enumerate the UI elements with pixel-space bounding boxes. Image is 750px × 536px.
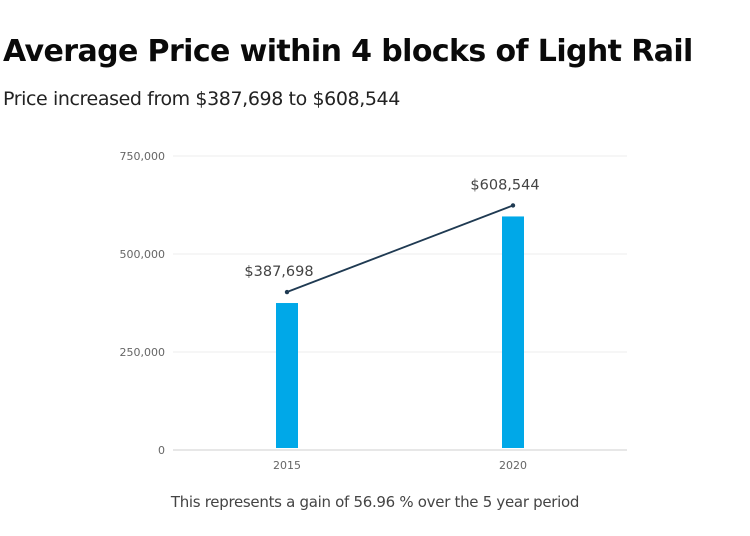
x-tick-label: 2020	[499, 459, 527, 472]
chart-caption: This represents a gain of 56.96 % over t…	[170, 493, 580, 511]
data-labels: $387,698 $608,544	[244, 177, 539, 280]
chart-title: Average Price within 4 blocks of Light R…	[3, 34, 693, 69]
gridlines	[173, 155, 627, 451]
y-tick-label: 250,000	[120, 346, 166, 359]
bars	[276, 216, 524, 448]
chart-subtitle: Price increased from $387,698 to $608,54…	[3, 88, 400, 110]
trend-point-2015	[284, 289, 290, 295]
trend-line-path	[286, 204, 514, 293]
y-axis-ticks: 0 250,000 500,000 750,000	[120, 150, 166, 457]
bar-2015	[276, 303, 298, 448]
bar-2020	[502, 216, 524, 448]
trend-point-2020	[510, 203, 516, 208]
y-tick-label: 500,000	[120, 248, 166, 261]
trend-line	[284, 203, 516, 295]
y-tick-label: 0	[158, 444, 165, 457]
data-label: $387,698	[244, 264, 313, 280]
data-label: $608,544	[470, 177, 539, 193]
x-axis-ticks: 2015 2020	[273, 459, 527, 472]
x-tick-label: 2015	[273, 459, 301, 472]
y-tick-label: 750,000	[120, 150, 166, 163]
